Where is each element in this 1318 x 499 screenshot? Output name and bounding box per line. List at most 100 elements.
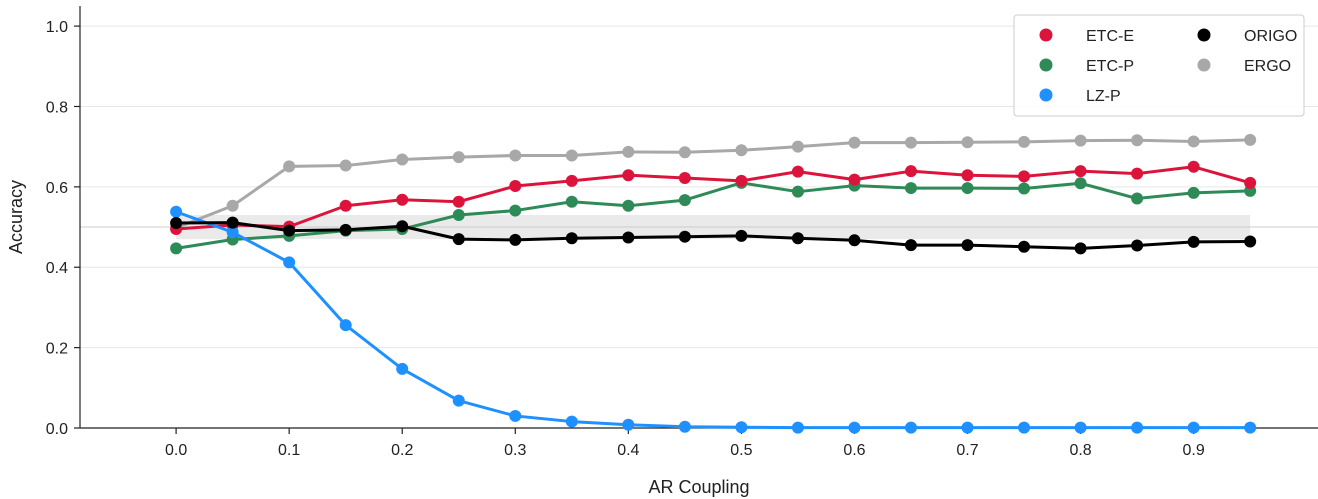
data-point-etc-e bbox=[339, 199, 352, 212]
legend-label-ergo: ERGO bbox=[1244, 58, 1291, 75]
y-tick-label-1: 0.2 bbox=[46, 341, 68, 358]
data-point-etc-p bbox=[961, 182, 974, 195]
data-point-ergo bbox=[961, 136, 974, 149]
y-tick-label-2: 0.4 bbox=[46, 260, 68, 277]
data-point-origo bbox=[283, 224, 296, 237]
data-point-ergo bbox=[339, 159, 352, 172]
data-point-lz-p bbox=[339, 319, 352, 332]
data-point-etc-e bbox=[396, 193, 409, 206]
legend-label-origo: ORIGO bbox=[1244, 28, 1297, 45]
y-tick-label-4: 0.8 bbox=[46, 99, 68, 116]
legend-label-etc-p: ETC-P bbox=[1086, 58, 1134, 75]
data-point-origo bbox=[452, 233, 465, 246]
axes: 0.0 0.2 0.4 0.6 0.8 1.0 0.0 0.1 0.2 0.3 0.4 0.5 0.6 0… bbox=[46, 6, 1318, 459]
data-point-origo bbox=[1131, 239, 1144, 252]
data-point-ergo bbox=[622, 145, 635, 158]
data-point-etc-e bbox=[1131, 167, 1144, 180]
y-tick-label-5: 1.0 bbox=[46, 19, 68, 36]
data-point-origo bbox=[848, 234, 861, 247]
x-tick-label-1: 0.1 bbox=[278, 442, 300, 459]
data-point-etc-p bbox=[565, 195, 578, 208]
data-point-etc-e bbox=[1187, 160, 1200, 173]
data-point-lz-p bbox=[1187, 421, 1200, 434]
legend-label-lz-p: LZ-P bbox=[1086, 88, 1121, 105]
data-point-lz-p bbox=[565, 415, 578, 428]
x-tick-label-4: 0.4 bbox=[617, 442, 639, 459]
data-point-origo bbox=[1074, 242, 1087, 255]
data-point-etc-p bbox=[904, 182, 917, 195]
data-point-lz-p bbox=[509, 409, 522, 422]
legend-marker-ergo bbox=[1197, 58, 1211, 72]
data-point-ergo bbox=[1074, 134, 1087, 147]
data-point-lz-p bbox=[848, 421, 861, 434]
data-point-origo bbox=[791, 232, 804, 245]
data-point-lz-p bbox=[622, 418, 635, 431]
x-tick-label-2: 0.2 bbox=[391, 442, 413, 459]
data-point-ergo bbox=[1018, 135, 1031, 148]
data-point-etc-e bbox=[848, 173, 861, 186]
data-point-ergo bbox=[904, 136, 917, 149]
legend-box bbox=[1013, 14, 1305, 117]
x-tick-label-7: 0.7 bbox=[956, 442, 978, 459]
data-point-etc-p bbox=[622, 199, 635, 212]
data-point-ergo bbox=[283, 160, 296, 173]
data-point-lz-p bbox=[1018, 421, 1031, 434]
data-point-lz-p bbox=[452, 394, 465, 407]
data-point-ergo bbox=[509, 149, 522, 162]
series-ergo bbox=[170, 133, 1257, 234]
series-line-etc-e bbox=[175, 165, 1251, 231]
data-point-etc-e bbox=[565, 174, 578, 187]
x-tick-label-8: 0.8 bbox=[1069, 442, 1091, 459]
data-point-lz-p bbox=[1244, 421, 1257, 434]
data-point-ergo bbox=[452, 151, 465, 164]
y-axis-label: Accuracy bbox=[6, 180, 26, 254]
data-point-etc-e bbox=[1244, 176, 1257, 189]
data-point-etc-e bbox=[678, 172, 691, 185]
data-point-origo bbox=[509, 233, 522, 246]
data-point-lz-p bbox=[170, 205, 183, 218]
series-line-origo bbox=[176, 221, 1251, 250]
data-point-ergo bbox=[735, 144, 748, 157]
data-point-ergo bbox=[791, 140, 804, 153]
data-point-lz-p bbox=[678, 420, 691, 433]
data-point-etc-p bbox=[170, 242, 183, 255]
data-point-origo bbox=[1244, 235, 1257, 248]
data-point-etc-p bbox=[1074, 177, 1087, 190]
y-tick-label-3: 0.6 bbox=[46, 180, 68, 197]
data-point-etc-e bbox=[904, 165, 917, 178]
data-point-origo bbox=[339, 223, 352, 236]
data-point-etc-e bbox=[1074, 165, 1087, 178]
series-origo bbox=[170, 216, 1257, 255]
data-point-etc-p bbox=[452, 208, 465, 221]
data-point-lz-p bbox=[396, 362, 409, 375]
data-point-origo bbox=[678, 230, 691, 243]
data-point-lz-p bbox=[1131, 421, 1144, 434]
x-tick-label-9: 0.9 bbox=[1183, 442, 1205, 459]
data-point-ergo bbox=[565, 149, 578, 162]
data-point-lz-p bbox=[735, 421, 748, 434]
data-point-origo bbox=[1187, 235, 1200, 248]
data-point-etc-e bbox=[452, 195, 465, 208]
data-point-etc-p bbox=[791, 185, 804, 198]
data-point-lz-p bbox=[283, 256, 296, 269]
data-point-lz-p bbox=[791, 421, 804, 434]
series-line-lz-p bbox=[175, 210, 1251, 430]
data-point-origo bbox=[961, 239, 974, 252]
legend-marker-etc-e bbox=[1039, 28, 1053, 42]
data-point-lz-p bbox=[904, 421, 917, 434]
legend-label-etc-e: ETC-E bbox=[1086, 28, 1134, 45]
y-tick-label-0: 0.0 bbox=[46, 421, 68, 438]
data-point-lz-p bbox=[226, 226, 239, 239]
data-point-etc-e bbox=[1018, 170, 1031, 183]
data-point-origo bbox=[396, 220, 409, 233]
data-point-etc-p bbox=[1187, 186, 1200, 199]
data-point-lz-p bbox=[961, 421, 974, 434]
x-tick-label-3: 0.3 bbox=[504, 442, 526, 459]
series-etc-e bbox=[170, 160, 1257, 236]
data-point-origo bbox=[904, 239, 917, 252]
series-group bbox=[170, 133, 1257, 434]
data-point-ergo bbox=[226, 199, 239, 212]
data-point-ergo bbox=[1131, 134, 1144, 147]
legend-marker-origo bbox=[1197, 28, 1211, 42]
